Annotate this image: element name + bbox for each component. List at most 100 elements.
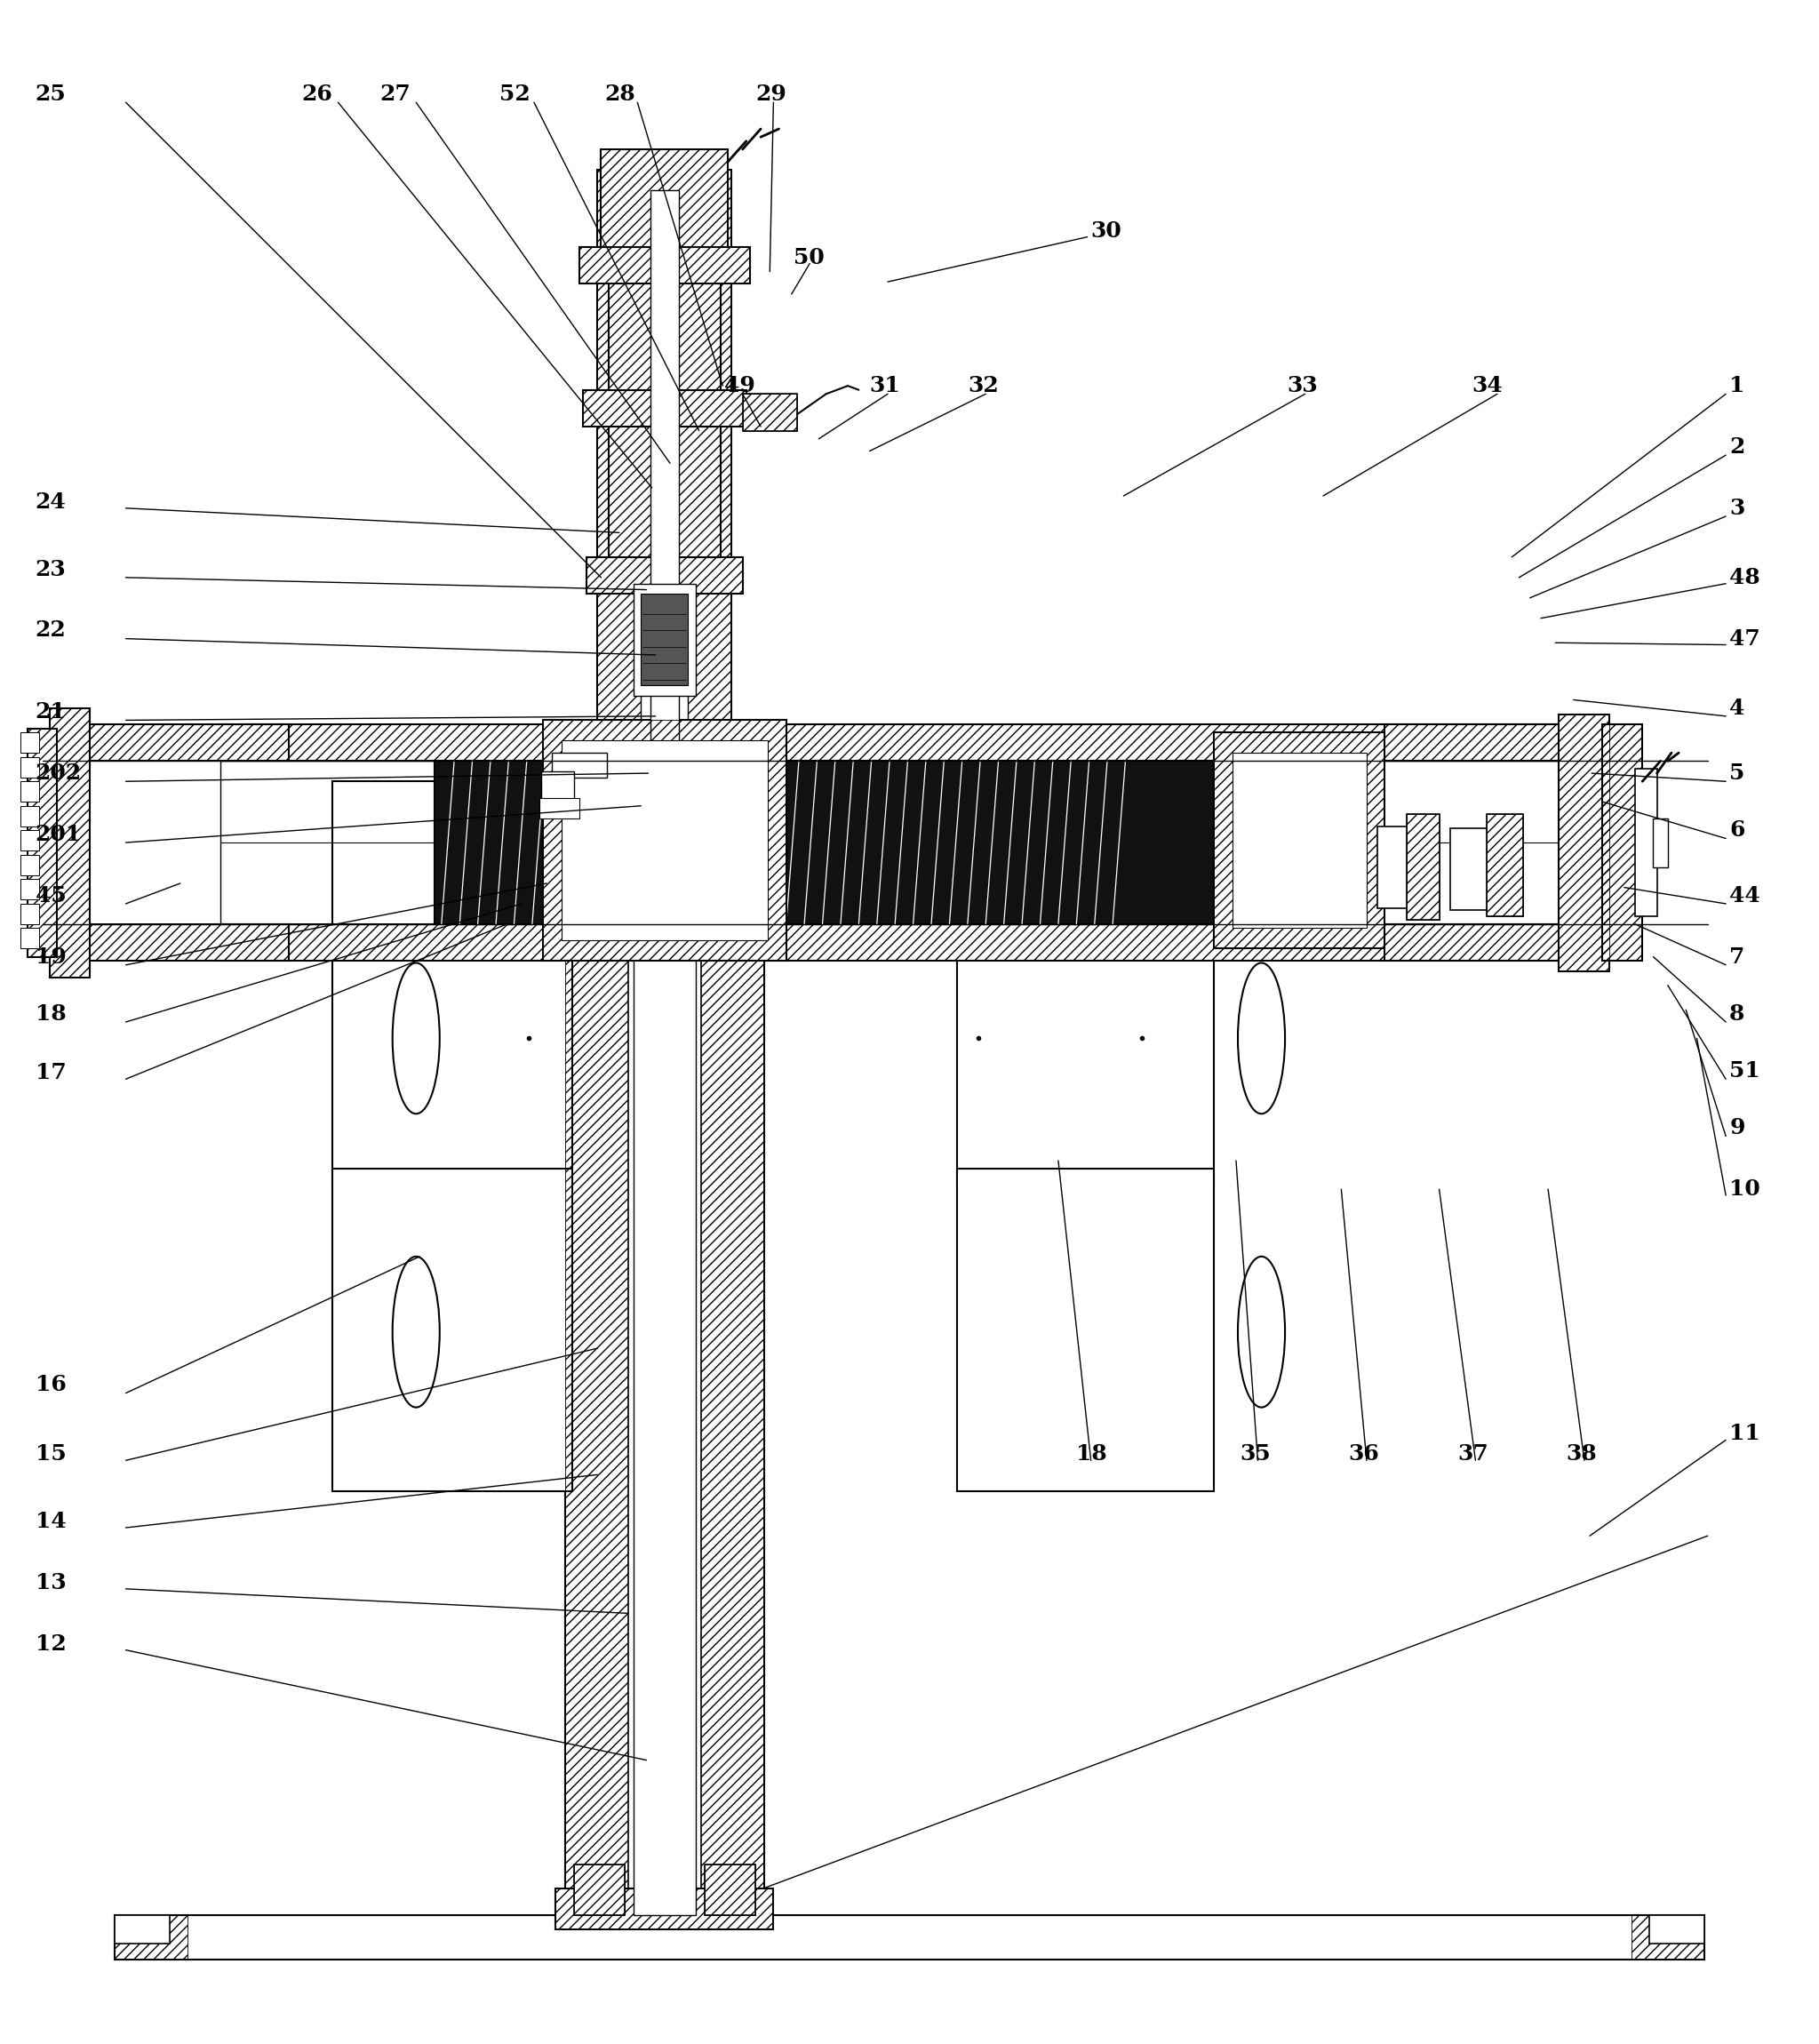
Bar	[49, 707, 89, 977]
Text: 30: 30	[1091, 221, 1122, 241]
Bar	[220, 924, 1599, 961]
Text: 15: 15	[35, 1443, 65, 1466]
Bar	[333, 1169, 573, 1490]
Bar	[1377, 826, 1410, 908]
Text: 9: 9	[1730, 1118, 1744, 1139]
Bar	[544, 719, 786, 961]
Bar	[566, 940, 764, 1915]
Text: 8: 8	[1730, 1004, 1744, 1024]
Text: 2: 2	[1730, 435, 1744, 458]
Text: 4: 4	[1730, 697, 1744, 719]
Bar	[1215, 732, 1384, 948]
Text: 49: 49	[724, 376, 755, 397]
Bar	[27, 728, 56, 957]
Bar	[586, 558, 742, 595]
Bar	[1603, 724, 1643, 961]
Bar	[20, 805, 38, 826]
Bar	[742, 394, 797, 431]
Text: 7: 7	[1730, 946, 1744, 967]
Ellipse shape	[1239, 963, 1284, 1114]
Bar	[597, 170, 731, 944]
Text: 22: 22	[35, 619, 65, 642]
Text: 5: 5	[1730, 762, 1744, 785]
Bar	[575, 1864, 624, 1915]
Text: 17: 17	[35, 1063, 65, 1083]
Bar	[75, 724, 289, 760]
Bar	[578, 247, 749, 284]
Bar	[220, 924, 1599, 961]
Bar	[115, 1915, 1704, 1960]
Bar	[540, 797, 578, 818]
Text: 27: 27	[380, 84, 411, 104]
Bar	[582, 390, 746, 427]
Bar	[27, 728, 56, 957]
Text: 52: 52	[500, 84, 531, 104]
Bar	[1486, 814, 1523, 916]
Text: 38: 38	[1566, 1443, 1597, 1466]
Text: 51: 51	[1730, 1061, 1761, 1081]
Bar	[608, 284, 720, 390]
Text: 24: 24	[35, 491, 65, 513]
Bar	[608, 427, 720, 558]
Text: 44: 44	[1730, 885, 1761, 905]
Bar	[557, 1889, 773, 1930]
Bar	[49, 707, 89, 977]
Text: 25: 25	[35, 84, 65, 104]
Text: 23: 23	[35, 558, 65, 580]
Bar	[640, 595, 688, 685]
Bar	[115, 1915, 169, 1944]
Bar	[333, 781, 573, 1190]
Bar	[649, 190, 678, 744]
Bar	[1559, 713, 1610, 971]
Text: 10: 10	[1730, 1179, 1761, 1200]
Bar	[1650, 1915, 1704, 1944]
Bar	[1215, 732, 1384, 948]
Text: 3: 3	[1730, 497, 1744, 519]
Text: 31: 31	[869, 376, 900, 397]
Bar	[220, 724, 1599, 760]
Bar	[742, 394, 797, 431]
Bar	[608, 284, 720, 390]
Bar	[600, 149, 728, 247]
Text: 16: 16	[35, 1374, 65, 1396]
Bar	[75, 724, 289, 760]
Text: 28: 28	[604, 84, 635, 104]
Text: 6: 6	[1730, 820, 1744, 840]
Bar	[115, 1915, 187, 1960]
Bar	[20, 854, 38, 875]
Bar	[628, 940, 700, 1915]
Bar	[544, 719, 786, 961]
Text: 13: 13	[35, 1572, 65, 1594]
Bar	[20, 732, 38, 752]
Text: 19: 19	[35, 946, 65, 967]
Text: 14: 14	[35, 1511, 65, 1533]
Bar	[20, 928, 38, 948]
Bar	[20, 879, 38, 899]
Bar	[542, 771, 575, 801]
Bar	[75, 924, 289, 961]
Text: 21: 21	[35, 701, 65, 724]
Bar	[1635, 769, 1657, 916]
Text: 50: 50	[793, 247, 824, 268]
Bar	[1384, 724, 1566, 760]
Bar	[704, 1864, 755, 1915]
Bar	[957, 781, 1215, 1190]
Text: 47: 47	[1730, 628, 1761, 650]
Text: 48: 48	[1730, 566, 1761, 589]
Text: 37: 37	[1457, 1443, 1488, 1466]
Bar	[575, 1864, 624, 1915]
Bar	[562, 740, 768, 940]
Text: 12: 12	[35, 1633, 65, 1654]
Bar	[1384, 924, 1566, 961]
Text: 35: 35	[1241, 1443, 1270, 1466]
Bar	[1486, 814, 1523, 916]
Bar	[1603, 724, 1643, 961]
Bar	[1653, 818, 1668, 867]
Bar	[704, 1864, 755, 1915]
Bar	[435, 760, 1215, 924]
Ellipse shape	[393, 963, 440, 1114]
Text: 18: 18	[35, 1004, 65, 1024]
Bar	[566, 940, 764, 1915]
Text: 45: 45	[35, 885, 65, 905]
Bar	[578, 247, 749, 284]
